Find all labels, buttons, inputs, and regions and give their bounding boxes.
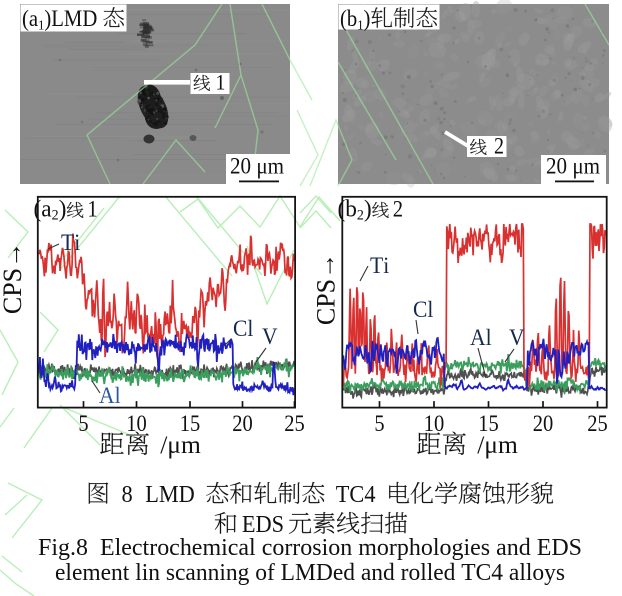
svg-text:EDS: EDS [242,512,284,538]
svg-text:10: 10 [126,411,147,436]
svg-text:10: 10 [424,411,445,436]
svg-text:TC4: TC4 [336,482,376,508]
svg-text:): ) [59,197,67,223]
svg-text:(a: (a [22,6,38,31]
svg-text:5: 5 [374,411,384,436]
svg-text:20 μm: 20 μm [546,154,600,180]
svg-text:2: 2 [357,208,364,224]
svg-text:20: 20 [232,411,253,436]
svg-text:Ti: Ti [370,253,390,279]
svg-text:1: 1 [216,70,226,95]
svg-text:/μm: /μm [477,430,518,459]
svg-text:25: 25 [284,411,305,436]
svg-text:Al: Al [470,325,492,351]
svg-text:V: V [262,324,278,350]
svg-text:CPS→: CPS→ [0,242,27,314]
svg-text:V: V [509,325,525,351]
svg-text:15: 15 [478,411,499,436]
svg-text:CPS→: CPS→ [312,253,341,325]
svg-text:Cl: Cl [413,297,434,323]
svg-text:Fig.8 Electrochemical corrosi: Fig.8 Electrochemical corrosion morpholo… [38,535,582,561]
svg-text:Al: Al [99,383,121,409]
svg-text:1: 1 [87,197,97,222]
svg-text:2: 2 [494,134,504,159]
svg-text:15: 15 [180,411,201,436]
svg-text:2: 2 [52,208,59,224]
svg-text:LMD: LMD [145,482,195,508]
svg-text:)LMD: )LMD [44,6,102,31]
svg-text:25: 25 [587,411,608,436]
svg-text:(a: (a [34,197,52,223]
svg-text:): ) [364,6,371,31]
svg-text:20: 20 [533,411,554,436]
svg-text:(b: (b [338,197,357,223]
svg-text:1: 1 [357,19,363,34]
svg-text:20 μm: 20 μm [230,154,284,180]
svg-text:Cl: Cl [233,316,254,342]
svg-text:2: 2 [393,197,403,222]
svg-text:1: 1 [38,19,44,34]
svg-text:5: 5 [78,411,88,436]
svg-text:): ) [364,197,372,223]
svg-text:/μm: /μm [160,430,201,459]
svg-text:Ti: Ti [61,230,81,256]
svg-text:8: 8 [122,482,133,508]
svg-text:(b: (b [340,6,357,31]
svg-text:element lin scanning of LMDed: element lin scanning of LMDed and rolled… [55,560,565,586]
